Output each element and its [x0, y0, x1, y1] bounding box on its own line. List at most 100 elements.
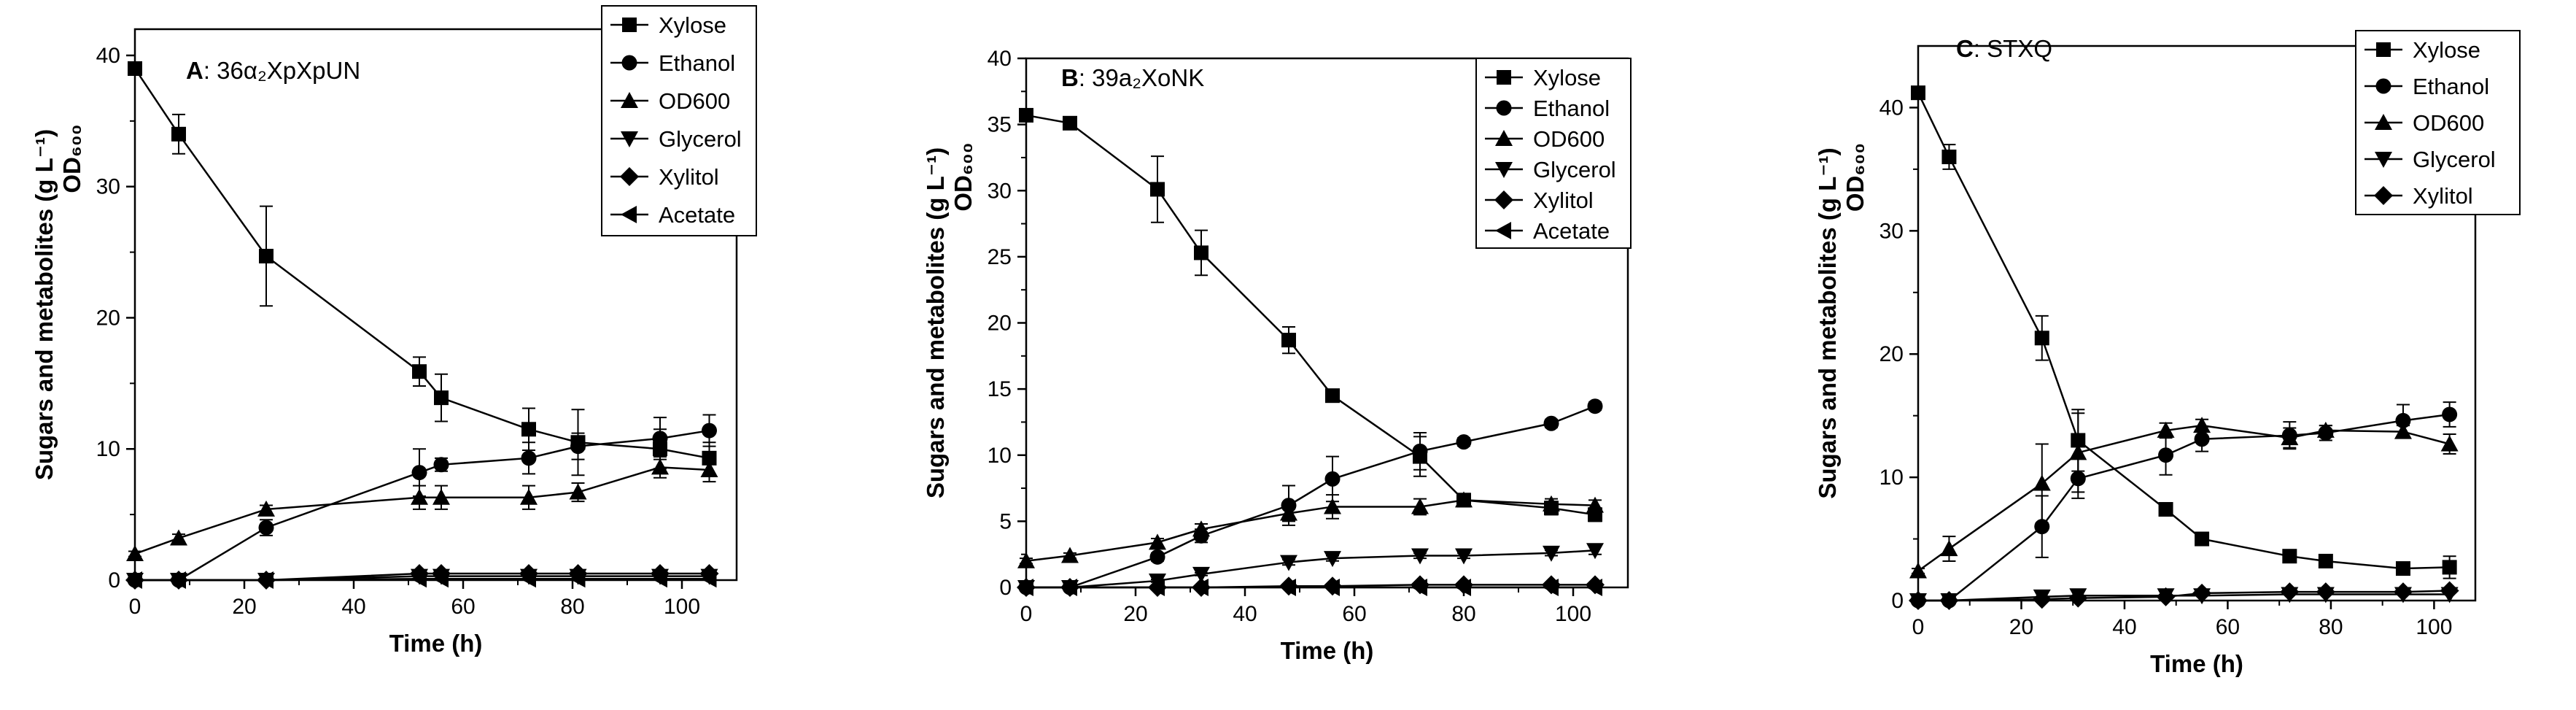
x-tick-label: 40 — [1233, 602, 1257, 626]
panel-letter: C — [1956, 35, 1974, 62]
series-od600 — [126, 456, 718, 562]
y-axis-label-od: OD₆₀₀ — [1842, 143, 1869, 212]
legend-marker — [2375, 152, 2392, 168]
data-point — [1939, 591, 1959, 610]
legend-label: OD600 — [1533, 126, 1605, 152]
data-point — [1149, 533, 1166, 550]
legend-marker — [622, 18, 637, 32]
panel-strain: : 36α₂XpXpUN — [203, 57, 360, 84]
series-glycerol — [1017, 543, 1604, 596]
data-point — [520, 488, 538, 505]
data-point — [1543, 545, 1560, 562]
y-tick-label: 40 — [988, 47, 1012, 71]
x-tick-label: 80 — [560, 595, 584, 619]
data-point — [2158, 447, 2174, 463]
data-point — [1149, 549, 1165, 565]
data-point — [412, 364, 427, 379]
panel-c: 0 20 40 60 80 100 0 10 20 30 40 Time (h) Sugars and … — [1814, 30, 2521, 677]
x-tick-label: 40 — [341, 595, 365, 619]
series-line — [1025, 114, 1596, 516]
data-point — [1324, 498, 1341, 514]
data-point — [1325, 388, 1340, 404]
data-point — [1280, 555, 1297, 571]
data-point — [126, 571, 142, 589]
y-axis-label-od: OD₆₀₀ — [58, 124, 85, 193]
y-axis-label: Sugars and metabolites (g L⁻¹) — [922, 147, 949, 498]
data-point — [1543, 495, 1560, 512]
series-ethanol — [1910, 401, 2458, 609]
x-tick-label: 20 — [232, 595, 256, 619]
data-point — [1061, 579, 1077, 596]
x-tick-label: 60 — [451, 595, 475, 619]
data-point — [1150, 182, 1165, 197]
y-tick-label: 20 — [988, 312, 1012, 336]
data-point — [257, 500, 275, 517]
legend-marker — [1495, 130, 1513, 146]
data-point — [700, 570, 717, 588]
legend-label: Acetate — [1533, 218, 1610, 244]
series-od600 — [1017, 491, 1604, 568]
data-point — [651, 458, 669, 475]
panel-title: C: STXQ — [1956, 35, 2052, 62]
data-point — [1586, 543, 1604, 560]
x-axis-label: Time (h) — [2150, 650, 2243, 677]
legend: Xylose Ethanol OD600 Glycerol Xylitol Acetate — [601, 5, 757, 236]
data-point — [257, 571, 273, 589]
legend-label: Xylitol — [1533, 188, 1594, 213]
data-point — [2033, 474, 2051, 491]
legend-marker — [621, 206, 637, 223]
series-line — [1917, 424, 2450, 572]
data-point — [1019, 107, 1033, 123]
data-point — [2192, 583, 2212, 603]
data-point — [1017, 579, 1033, 596]
legend-marker — [621, 55, 637, 71]
data-point — [2282, 549, 2297, 564]
y-tick-label: 25 — [988, 245, 1012, 269]
legend-marker — [2375, 78, 2391, 94]
data-point — [2318, 553, 2333, 568]
legend-label: Glycerol — [2413, 147, 2496, 172]
data-point — [1324, 551, 1341, 568]
data-point — [1940, 540, 1958, 557]
data-point — [569, 483, 587, 500]
panel-strain: : 39a₂XoNK — [1079, 64, 1204, 91]
data-point — [2158, 502, 2173, 517]
data-point — [520, 570, 536, 588]
x-tick-label: 20 — [2009, 615, 2033, 639]
y-tick-label: 15 — [988, 377, 1012, 401]
data-point — [702, 422, 717, 439]
legend-marker — [2375, 114, 2392, 130]
y-tick-label: 0 — [999, 576, 1012, 600]
panel-a: 0 20 40 60 80 100 0 10 20 30 40 Time (h) Sugars and … — [31, 5, 757, 657]
data-point — [1411, 579, 1427, 596]
data-point — [1586, 496, 1604, 513]
series-line — [1918, 413, 2450, 602]
legend-label: Ethanol — [2413, 74, 2489, 99]
data-point — [1280, 579, 1296, 596]
data-point — [652, 431, 668, 447]
legend-label: Acetate — [659, 202, 735, 228]
data-point — [1192, 566, 1210, 583]
data-point — [170, 571, 186, 589]
series-line — [1026, 549, 1596, 589]
series-line — [1917, 92, 2450, 570]
data-point — [1586, 579, 1602, 596]
data-point — [411, 465, 427, 481]
data-point — [433, 457, 449, 473]
legend-marker — [2376, 42, 2391, 57]
data-point — [1411, 498, 1429, 514]
legend-marker — [2374, 186, 2393, 205]
x-tick-label: 0 — [1020, 602, 1033, 626]
y-tick-label: 30 — [988, 179, 1012, 203]
series-ethanol — [1018, 398, 1603, 595]
series-line — [134, 466, 710, 555]
x-tick-label: 100 — [664, 595, 700, 619]
x-tick-label: 0 — [1912, 615, 1925, 639]
data-point — [2195, 531, 2210, 547]
legend-marker — [1494, 190, 1513, 209]
data-point — [432, 488, 450, 505]
data-point — [2393, 582, 2413, 602]
x-tick-label: 80 — [1451, 602, 1475, 626]
data-point — [1280, 504, 1297, 521]
